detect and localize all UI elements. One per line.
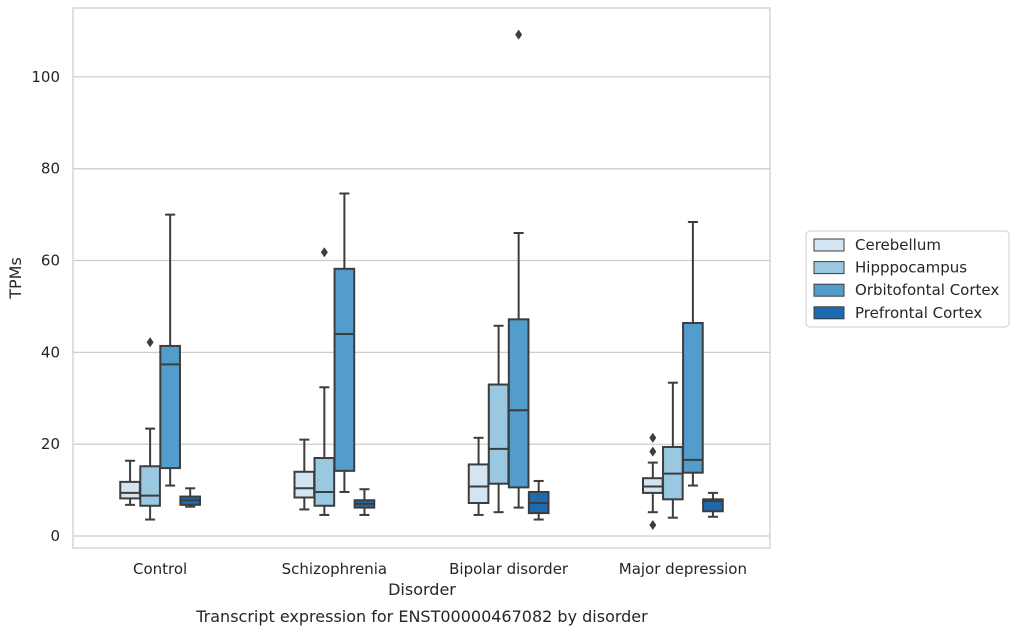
legend-label: Orbitofontal Cortex [855,281,999,299]
box-iqr [467,463,490,504]
box-cerebellum [641,432,664,531]
legend-label: Hipppocampus [855,259,967,277]
x-tick-label: Major depression [619,560,747,578]
box-iqr [119,480,141,500]
x-axis-label: Disorder [388,580,456,599]
box-hipppocampus [139,337,161,521]
x-tick-label: Control [133,560,187,578]
gridlines [73,76,770,537]
outlier-point [649,432,657,443]
y-tick-label: 0 [50,527,60,545]
box-orbitofontal-cortex [159,213,181,487]
box-iqr [313,457,336,507]
legend-swatch [813,283,845,297]
legend-swatch [813,238,845,252]
x-axis-ticks: Control Schizophrenia Bipolar disorder Majo… [133,560,747,578]
outlier-point [649,520,657,531]
legend-label: Cerebellum [855,236,941,254]
box-iqr [293,470,316,499]
box-prefrontal-cortex [353,488,376,516]
outlier-point [515,29,523,40]
outlier-point [146,337,154,348]
y-axis-label: TPMs [6,257,25,300]
chart-caption: Transcript expression for ENST0000046708… [195,607,648,626]
box-iqr [139,465,161,507]
legend-entries: Cerebellum Hipppocampus Orbitofontal Corte… [813,236,999,322]
box-iqr [507,318,530,489]
box-orbitofontal-cortex [507,29,530,509]
box-iqr [682,322,704,474]
legend-label: Prefrontal Cortex [855,304,982,322]
y-axis-ticks: 0 20 40 60 80 100 [31,68,60,545]
legend: Cerebellum Hipppocampus Orbitofontal Corte… [805,230,1010,328]
x-tick-label: Schizophrenia [282,560,387,578]
box-hipppocampus [487,324,510,514]
box-prefrontal-cortex [527,479,550,521]
y-tick-label: 20 [41,435,60,453]
plot-area [73,8,770,548]
box-orbitofontal-cortex [682,220,704,487]
y-tick-label: 80 [41,160,60,178]
y-tick-label: 100 [31,68,60,86]
legend-swatch [813,261,845,275]
outlier-point [320,247,328,258]
box-prefrontal-cortex [179,487,202,508]
y-tick-label: 40 [41,343,60,361]
plot-frame [72,7,771,549]
box-iqr [333,267,356,472]
legend-swatch [813,306,845,320]
box-orbitofontal-cortex [333,192,356,493]
box-iqr [159,344,181,470]
x-tick-label: Bipolar disorder [449,560,569,578]
box-hipppocampus [313,247,336,516]
boxes [119,29,724,531]
legend-frame [805,230,1010,328]
y-tick-label: 60 [41,252,60,270]
box-iqr [702,498,724,513]
box-iqr [487,383,510,485]
box-prefrontal-cortex [702,491,724,518]
outlier-point [649,446,657,457]
